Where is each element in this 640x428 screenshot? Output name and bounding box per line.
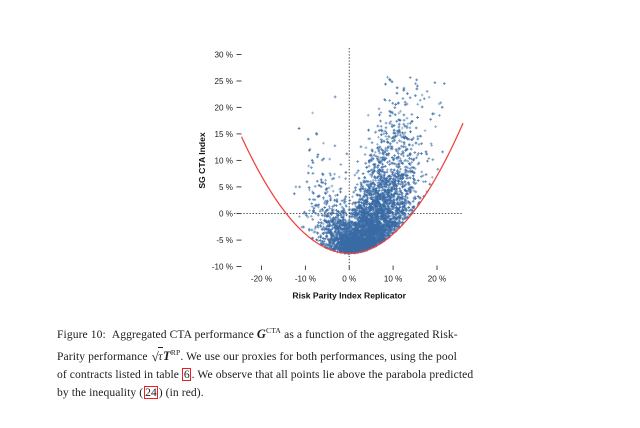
plot-background [0,0,640,310]
caption-text-1c: as a function of the aggregated Risk- [284,327,458,341]
caption-text-4b: ) (in red). [158,386,204,399]
scatter-points [292,75,446,255]
caption-text-1b: Aggregated CTA performance [111,327,254,341]
table-reference-link[interactable]: 6 [182,367,192,381]
math-symbol-t: T [163,348,171,363]
caption-line-3: of contracts listed in table 6. We obser… [57,366,584,384]
caption-text-2a: Parity performance [57,349,148,363]
y-tick-label: 10 % [215,156,233,165]
x-axis-tick-labels: -20 % -10 % 0 % 10 % 20 % [251,275,446,284]
y-axis-ticks [236,54,242,267]
x-tick-label: 10 % [384,275,402,284]
math-sup-rp: RP [170,347,181,357]
y-tick-label: 25 % [215,77,233,86]
parabola-bound-curve [241,122,464,254]
caption-text-3a: of contracts listed in table [57,367,180,381]
math-sup-cta: CTA [265,326,282,335]
x-axis-ticks [261,265,438,270]
x-tick-label: 20 % [428,275,446,284]
scatter-plot: 30 % 25 % 20 % 15 % 10 % 5 % 0 % -5 % -1… [0,0,640,310]
y-tick-label: 30 % [215,50,233,59]
x-tick-label: -20 % [251,275,272,284]
caption-line-4: by the inequality (24) (in red). [57,384,584,402]
caption-text-3b: . We observe that all points lie above t… [191,367,474,381]
caption-figure-number: Figure 10: [57,327,106,341]
y-tick-label: -5 % [216,236,233,245]
y-tick-label: 15 % [215,130,233,139]
caption-text-4a: by the inequality ( [57,386,144,399]
math-symbol-tau: τ [157,346,164,366]
y-tick-label: 0 % [219,210,233,219]
x-tick-label: 0 % [342,275,356,284]
x-tick-label: -10 % [295,275,316,284]
figure-10: 30 % 25 % 20 % 15 % 10 % 5 % 0 % -5 % -1… [0,0,640,310]
sqrt-group: √τ [151,346,164,366]
y-tick-label: -10 % [212,262,233,271]
x-axis-title: Risk Parity Index Replicator [292,291,406,301]
caption-text-2b: . We use our proxies for both performanc… [180,349,457,363]
y-tick-label: 5 % [219,183,233,192]
caption-line-1: Figure 10: Aggregated CTA performance GC… [57,322,584,344]
figure-caption: Figure 10: Aggregated CTA performance GC… [57,322,584,402]
math-symbol-g: G [256,326,266,341]
caption-line-2: Parity performance √τTRP. We use our pro… [57,344,584,366]
y-axis-tick-labels: 30 % 25 % 20 % 15 % 10 % 5 % 0 % -5 % -1… [212,50,233,271]
equation-reference-link[interactable]: 24 [143,386,159,399]
radical-sign: √ [151,348,159,364]
y-axis-title: SG CTA Index [197,132,207,189]
y-tick-label: 20 % [215,103,233,112]
